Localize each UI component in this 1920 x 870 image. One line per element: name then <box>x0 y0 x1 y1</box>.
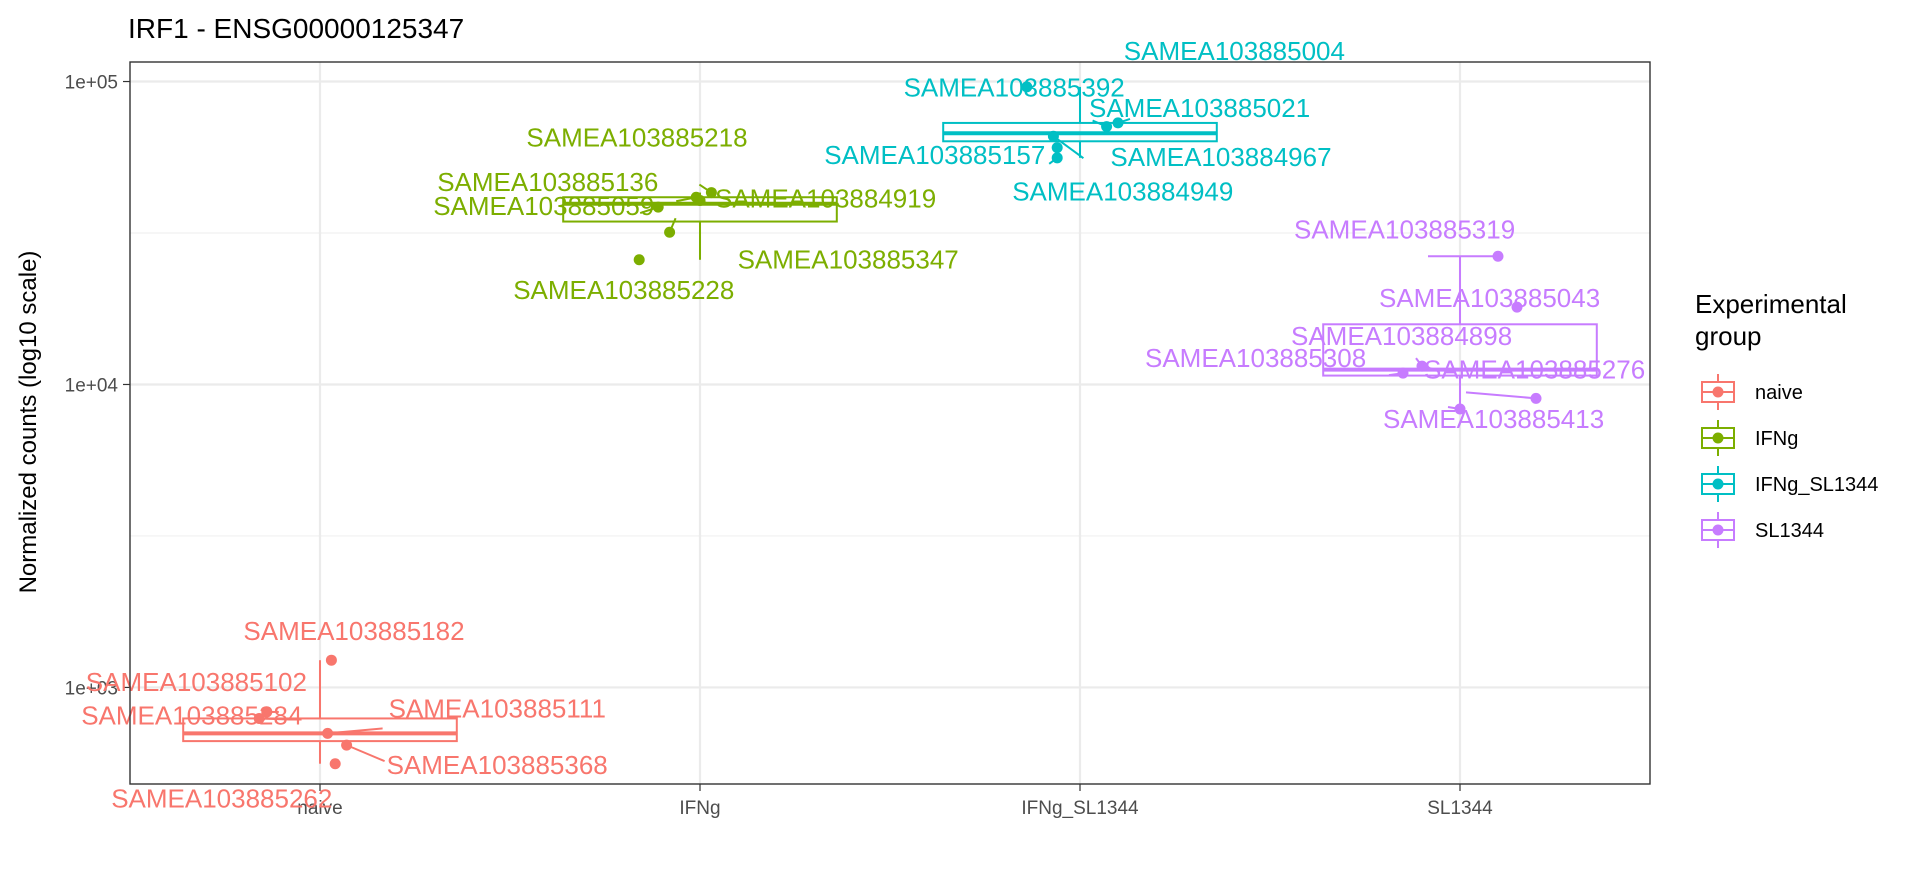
point-label: SAMEA103885392 <box>904 73 1125 103</box>
point-label: SAMEA103885347 <box>738 244 959 274</box>
label-leader <box>1388 372 1404 377</box>
data-point <box>1511 301 1523 313</box>
box-naive <box>182 717 458 743</box>
point-label: SAMEA103885319 <box>1294 214 1515 244</box>
point-label: SAMEA103885004 <box>1124 36 1345 66</box>
legend-entry-label: IFNg <box>1755 428 1798 450</box>
point-label: SAMEA103885368 <box>387 750 608 780</box>
y-tick-label: 1e+03 <box>65 678 118 699</box>
chart-title: IRF1 - ENSG00000125347 <box>128 13 464 44</box>
point-label: SAMEA103885059 <box>433 191 654 221</box>
point-label: SAMEA103885276 <box>1424 354 1645 384</box>
label-leader <box>1415 357 1423 367</box>
plot-area: 1e+03 1e+04 1e+05 naive IFNg IFNg_SL1344 SL134… <box>65 36 1651 819</box>
label-leader <box>1054 147 1059 160</box>
legend-key-point <box>1712 386 1724 398</box>
legend-entry-label: IFNg_SL1344 <box>1755 474 1878 496</box>
point-label: SAMEA103885284 <box>81 700 302 730</box>
label-leader <box>1447 406 1461 410</box>
data-point <box>325 654 337 666</box>
label-leader <box>1117 117 1131 124</box>
label-leader <box>1092 119 1107 128</box>
point-label: SAMEA103885157 <box>824 140 1045 170</box>
label-leader <box>327 727 383 735</box>
x-tick-label: naive <box>297 798 342 819</box>
label-leader <box>639 206 659 215</box>
point-label: SAMEA103885021 <box>1089 93 1310 123</box>
point-label: SAMEA103885228 <box>513 275 734 305</box>
label-leader <box>1465 391 1537 400</box>
legend-title: group <box>1695 321 1762 351</box>
label-leader <box>676 196 697 203</box>
point-label: SAMEA103885218 <box>526 123 747 153</box>
point-label: SAMEA103885136 <box>437 167 658 197</box>
point-label: SAMEA103885413 <box>1383 404 1604 434</box>
point-label: SAMEA103884919 <box>715 183 936 213</box>
legend-title: Experimental <box>1695 289 1847 319</box>
data-point <box>329 758 341 770</box>
label-leader <box>668 217 677 233</box>
point-label: SAMEA103884949 <box>1012 177 1233 207</box>
data-point <box>633 254 645 266</box>
y-tick-label: 1e+04 <box>65 375 119 396</box>
legend-entry-label: naive <box>1755 382 1803 404</box>
label-leader <box>1052 135 1084 160</box>
y-tick-label: 1e+05 <box>65 73 118 94</box>
label-leader <box>259 717 290 721</box>
point-label: SAMEA103885102 <box>86 667 307 697</box>
panel-border <box>129 61 1651 785</box>
label-leader <box>346 744 385 763</box>
x-tick-label: SL1344 <box>1427 798 1493 819</box>
point-label: SAMEA103885111 <box>389 693 606 723</box>
legend-key-point <box>1712 432 1724 444</box>
point-label: SAMEA103885043 <box>1379 283 1600 313</box>
data-point <box>1021 81 1033 93</box>
x-tick-label: IFNg <box>679 798 720 819</box>
x-tick-label: IFNg_SL1344 <box>1021 798 1139 819</box>
label-leader <box>698 183 712 194</box>
legend-entry-label: SL1344 <box>1755 520 1824 542</box>
panel-background <box>130 62 1650 784</box>
y-axis-label: Normalized counts (log10 scale) <box>15 251 42 594</box>
legend-key-point <box>1712 524 1724 536</box>
point-label: SAMEA103884898 <box>1291 321 1512 351</box>
point-label: SAMEA103885308 <box>1145 343 1366 373</box>
point-label: SAMEA103884967 <box>1110 142 1331 172</box>
legend-key-point <box>1712 478 1724 490</box>
box-SL1344 <box>1322 323 1598 377</box>
label-leader <box>699 199 711 206</box>
point-label: SAMEA103885262 <box>111 784 332 814</box>
point-label: SAMEA103885182 <box>243 616 464 646</box>
